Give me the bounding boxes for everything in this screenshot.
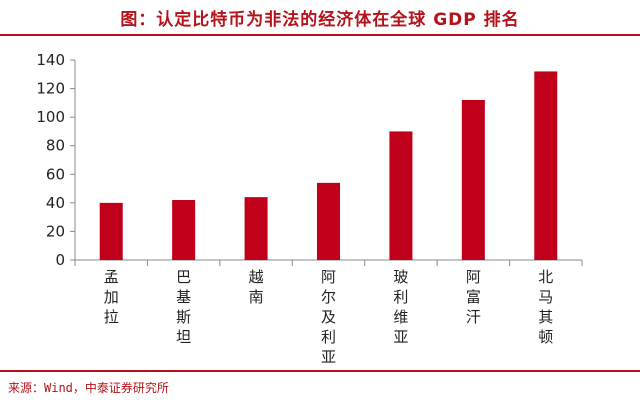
bar [534,71,558,260]
category-label: 玻利维亚 [393,268,408,346]
bars [99,71,558,260]
y-tick-label: 0 [55,251,65,269]
bar [244,197,268,260]
y-tick-label: 120 [36,80,65,98]
category-label: 阿尔及利亚 [321,268,336,366]
category-label: 越南 [249,268,264,306]
chart-title: 图：认定比特币为非法的经济体在全球 GDP 排名 [120,9,520,30]
source-note: 来源：Wind，中泰证券研究所 [8,381,169,395]
y-tick-label: 40 [46,194,65,212]
y-tick-label: 140 [36,51,65,69]
bar-chart: 0 20 40 60 80 100 120 140 孟加拉 巴基斯坦 越南 阿尔及利亚 玻利维亚 阿富汗… [36,51,583,366]
bar [461,100,485,260]
category-labels: 孟加拉 巴基斯坦 越南 阿尔及利亚 玻利维亚 阿富汗 北马其顿 [104,268,554,366]
source-bar: 来源：Wind，中泰证券研究所 [0,370,640,400]
bar [389,131,413,260]
category-label: 巴基斯坦 [176,268,191,346]
category-label: 孟加拉 [104,268,119,326]
axes: 0 20 40 60 80 100 120 140 [36,51,583,269]
y-tick-label: 80 [46,137,65,155]
category-label: 阿富汗 [466,268,481,326]
y-tick-label: 60 [46,165,65,183]
bar [99,202,123,260]
y-tick-label: 100 [36,108,65,126]
title-bar: 图：认定比特币为非法的经济体在全球 GDP 排名 [0,0,640,36]
category-label: 北马其顿 [538,268,553,346]
bar [172,200,196,260]
y-tick-label: 20 [46,222,65,240]
bar [317,182,340,260]
